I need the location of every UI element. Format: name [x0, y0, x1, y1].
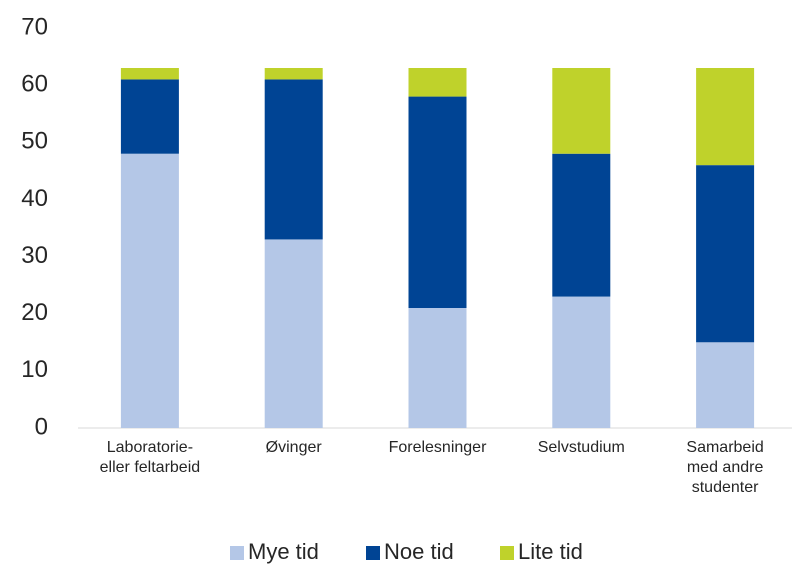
bar-segment: [552, 153, 611, 297]
x-tick-label: Forelesninger: [388, 439, 487, 456]
bar-segment: [264, 239, 323, 428]
y-tick-label: 0: [35, 413, 48, 440]
bar-segment: [264, 68, 323, 80]
bar-segment: [552, 296, 611, 428]
y-tick-label: 30: [21, 242, 48, 269]
y-tick-label: 60: [21, 70, 48, 97]
x-tick-label: Selvstudium: [537, 439, 625, 456]
bar-segment: [696, 342, 755, 428]
x-tick-label: Samarbeid med andre studenter: [686, 439, 764, 496]
x-tick-label: Øvinger: [265, 439, 322, 456]
y-tick-label: 50: [21, 128, 48, 155]
legend-swatch: [500, 546, 514, 560]
bar-segment: [120, 153, 179, 428]
legend-swatch: [230, 546, 244, 560]
y-tick-label: 70: [21, 13, 48, 40]
y-tick-label: 20: [21, 299, 48, 326]
bar-segment: [696, 68, 755, 166]
legend-label: Noe tid: [384, 539, 454, 564]
bar-segment: [120, 79, 179, 154]
x-tick-label: Laboratorie- eller feltarbeid: [99, 439, 201, 476]
bar-segment: [696, 165, 755, 343]
bar-segment: [408, 96, 467, 308]
bar-segment: [120, 68, 179, 80]
y-tick-label: 10: [21, 356, 48, 383]
y-tick-label: 40: [21, 185, 48, 212]
bar-segment: [408, 308, 467, 428]
bar-segment: [264, 79, 323, 240]
bar-segment: [552, 68, 611, 154]
bar-segment: [408, 68, 467, 97]
legend-label: Lite tid: [518, 539, 583, 564]
legend-swatch: [366, 546, 380, 560]
legend-label: Mye tid: [248, 539, 319, 564]
